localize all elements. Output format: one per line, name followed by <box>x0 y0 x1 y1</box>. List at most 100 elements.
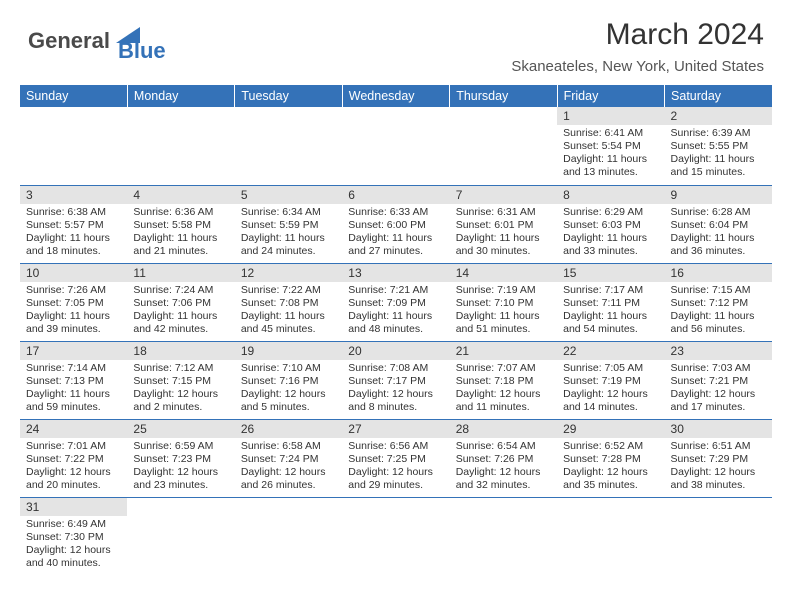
calendar-cell: 11Sunrise: 7:24 AMSunset: 7:06 PMDayligh… <box>127 263 234 341</box>
day-number: 27 <box>342 420 449 438</box>
calendar-cell: 21Sunrise: 7:07 AMSunset: 7:18 PMDayligh… <box>450 341 557 419</box>
day-content: Sunrise: 6:33 AMSunset: 6:00 PMDaylight:… <box>342 204 449 263</box>
day-number: 22 <box>557 342 664 360</box>
day-content: Sunrise: 6:31 AMSunset: 6:01 PMDaylight:… <box>450 204 557 263</box>
title-block: March 2024 Skaneateles, New York, United… <box>511 18 764 75</box>
day-number: 25 <box>127 420 234 438</box>
calendar-cell: 15Sunrise: 7:17 AMSunset: 7:11 PMDayligh… <box>557 263 664 341</box>
month-title: March 2024 <box>511 18 764 52</box>
calendar-cell: 7Sunrise: 6:31 AMSunset: 6:01 PMDaylight… <box>450 185 557 263</box>
calendar-cell: 18Sunrise: 7:12 AMSunset: 7:15 PMDayligh… <box>127 341 234 419</box>
calendar-table: Sunday Monday Tuesday Wednesday Thursday… <box>20 85 772 575</box>
weekday-wednesday: Wednesday <box>342 85 449 107</box>
day-content: Sunrise: 7:10 AMSunset: 7:16 PMDaylight:… <box>235 360 342 419</box>
calendar-cell <box>127 107 234 185</box>
calendar-cell: 26Sunrise: 6:58 AMSunset: 7:24 PMDayligh… <box>235 419 342 497</box>
calendar-cell: 9Sunrise: 6:28 AMSunset: 6:04 PMDaylight… <box>665 185 772 263</box>
day-number: 24 <box>20 420 127 438</box>
day-content: Sunrise: 7:12 AMSunset: 7:15 PMDaylight:… <box>127 360 234 419</box>
calendar-cell: 20Sunrise: 7:08 AMSunset: 7:17 PMDayligh… <box>342 341 449 419</box>
logo: General Blue <box>28 18 190 54</box>
day-content: Sunrise: 7:07 AMSunset: 7:18 PMDaylight:… <box>450 360 557 419</box>
logo-text-general: General <box>28 28 110 54</box>
weekday-saturday: Saturday <box>665 85 772 107</box>
calendar-row: 3Sunrise: 6:38 AMSunset: 5:57 PMDaylight… <box>20 185 772 263</box>
day-content: Sunrise: 6:49 AMSunset: 7:30 PMDaylight:… <box>20 516 127 575</box>
calendar-row: 17Sunrise: 7:14 AMSunset: 7:13 PMDayligh… <box>20 341 772 419</box>
calendar-cell: 31Sunrise: 6:49 AMSunset: 7:30 PMDayligh… <box>20 497 127 575</box>
calendar-cell: 24Sunrise: 7:01 AMSunset: 7:22 PMDayligh… <box>20 419 127 497</box>
calendar-cell: 8Sunrise: 6:29 AMSunset: 6:03 PMDaylight… <box>557 185 664 263</box>
calendar-cell: 4Sunrise: 6:36 AMSunset: 5:58 PMDaylight… <box>127 185 234 263</box>
day-content: Sunrise: 6:51 AMSunset: 7:29 PMDaylight:… <box>665 438 772 497</box>
day-content: Sunrise: 7:26 AMSunset: 7:05 PMDaylight:… <box>20 282 127 341</box>
weekday-tuesday: Tuesday <box>235 85 342 107</box>
calendar-cell: 1Sunrise: 6:41 AMSunset: 5:54 PMDaylight… <box>557 107 664 185</box>
day-content: Sunrise: 6:52 AMSunset: 7:28 PMDaylight:… <box>557 438 664 497</box>
day-number: 4 <box>127 186 234 204</box>
day-content: Sunrise: 6:39 AMSunset: 5:55 PMDaylight:… <box>665 125 772 184</box>
calendar-cell <box>450 107 557 185</box>
calendar-cell: 17Sunrise: 7:14 AMSunset: 7:13 PMDayligh… <box>20 341 127 419</box>
day-number: 8 <box>557 186 664 204</box>
day-content: Sunrise: 7:03 AMSunset: 7:21 PMDaylight:… <box>665 360 772 419</box>
calendar-cell <box>235 107 342 185</box>
day-number: 28 <box>450 420 557 438</box>
calendar-row: 10Sunrise: 7:26 AMSunset: 7:05 PMDayligh… <box>20 263 772 341</box>
calendar-cell: 5Sunrise: 6:34 AMSunset: 5:59 PMDaylight… <box>235 185 342 263</box>
day-number: 12 <box>235 264 342 282</box>
calendar-cell: 2Sunrise: 6:39 AMSunset: 5:55 PMDaylight… <box>665 107 772 185</box>
day-number: 29 <box>557 420 664 438</box>
calendar-cell: 25Sunrise: 6:59 AMSunset: 7:23 PMDayligh… <box>127 419 234 497</box>
day-content: Sunrise: 6:56 AMSunset: 7:25 PMDaylight:… <box>342 438 449 497</box>
day-number: 23 <box>665 342 772 360</box>
day-number: 17 <box>20 342 127 360</box>
calendar-cell: 6Sunrise: 6:33 AMSunset: 6:00 PMDaylight… <box>342 185 449 263</box>
calendar-row: 1Sunrise: 6:41 AMSunset: 5:54 PMDaylight… <box>20 107 772 185</box>
day-number: 13 <box>342 264 449 282</box>
day-content: Sunrise: 7:14 AMSunset: 7:13 PMDaylight:… <box>20 360 127 419</box>
day-number: 6 <box>342 186 449 204</box>
calendar-cell <box>235 497 342 575</box>
day-content: Sunrise: 6:29 AMSunset: 6:03 PMDaylight:… <box>557 204 664 263</box>
day-content: Sunrise: 6:34 AMSunset: 5:59 PMDaylight:… <box>235 204 342 263</box>
calendar-row: 31Sunrise: 6:49 AMSunset: 7:30 PMDayligh… <box>20 497 772 575</box>
day-number: 21 <box>450 342 557 360</box>
day-number: 1 <box>557 107 664 125</box>
day-number: 7 <box>450 186 557 204</box>
day-content: Sunrise: 6:58 AMSunset: 7:24 PMDaylight:… <box>235 438 342 497</box>
day-content: Sunrise: 6:54 AMSunset: 7:26 PMDaylight:… <box>450 438 557 497</box>
day-content: Sunrise: 6:36 AMSunset: 5:58 PMDaylight:… <box>127 204 234 263</box>
day-number: 31 <box>20 498 127 516</box>
calendar-cell: 16Sunrise: 7:15 AMSunset: 7:12 PMDayligh… <box>665 263 772 341</box>
day-number: 11 <box>127 264 234 282</box>
calendar-cell: 14Sunrise: 7:19 AMSunset: 7:10 PMDayligh… <box>450 263 557 341</box>
day-number: 3 <box>20 186 127 204</box>
day-content: Sunrise: 7:15 AMSunset: 7:12 PMDaylight:… <box>665 282 772 341</box>
day-content: Sunrise: 7:08 AMSunset: 7:17 PMDaylight:… <box>342 360 449 419</box>
day-content: Sunrise: 7:21 AMSunset: 7:09 PMDaylight:… <box>342 282 449 341</box>
weekday-friday: Friday <box>557 85 664 107</box>
calendar-cell: 13Sunrise: 7:21 AMSunset: 7:09 PMDayligh… <box>342 263 449 341</box>
calendar-cell: 23Sunrise: 7:03 AMSunset: 7:21 PMDayligh… <box>665 341 772 419</box>
weekday-monday: Monday <box>127 85 234 107</box>
header: General Blue March 2024 Skaneateles, New… <box>0 0 792 79</box>
calendar-cell: 10Sunrise: 7:26 AMSunset: 7:05 PMDayligh… <box>20 263 127 341</box>
day-number: 19 <box>235 342 342 360</box>
calendar-cell: 12Sunrise: 7:22 AMSunset: 7:08 PMDayligh… <box>235 263 342 341</box>
day-number: 16 <box>665 264 772 282</box>
calendar-cell: 19Sunrise: 7:10 AMSunset: 7:16 PMDayligh… <box>235 341 342 419</box>
day-content: Sunrise: 6:59 AMSunset: 7:23 PMDaylight:… <box>127 438 234 497</box>
calendar-row: 24Sunrise: 7:01 AMSunset: 7:22 PMDayligh… <box>20 419 772 497</box>
day-content: Sunrise: 6:41 AMSunset: 5:54 PMDaylight:… <box>557 125 664 184</box>
calendar-cell <box>342 497 449 575</box>
day-content: Sunrise: 7:01 AMSunset: 7:22 PMDaylight:… <box>20 438 127 497</box>
day-number: 5 <box>235 186 342 204</box>
calendar-cell: 22Sunrise: 7:05 AMSunset: 7:19 PMDayligh… <box>557 341 664 419</box>
day-number: 2 <box>665 107 772 125</box>
day-content: Sunrise: 7:24 AMSunset: 7:06 PMDaylight:… <box>127 282 234 341</box>
weekday-sunday: Sunday <box>20 85 127 107</box>
calendar-cell <box>557 497 664 575</box>
day-number: 14 <box>450 264 557 282</box>
calendar-cell: 29Sunrise: 6:52 AMSunset: 7:28 PMDayligh… <box>557 419 664 497</box>
